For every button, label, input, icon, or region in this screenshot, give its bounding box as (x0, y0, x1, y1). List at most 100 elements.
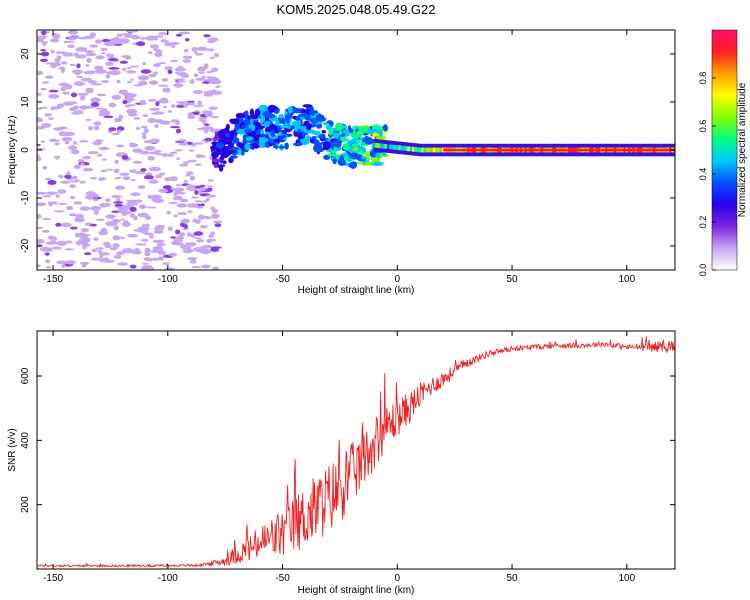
spectrogram-signal-blob (252, 143, 260, 149)
spectrogram-noise-blob (58, 66, 66, 71)
spectrogram-noise-blob (129, 206, 137, 212)
spectrogram-signal-blob (318, 133, 326, 139)
spectrogram-noise-blob (140, 125, 148, 129)
spectrogram-noise-blob (208, 81, 220, 85)
spectrogram-noise-blob (144, 247, 151, 253)
spectrogram-noise-blob (146, 206, 157, 209)
spectrogram-noise-blob (94, 69, 107, 74)
colorbar-label: Normalized spectral amplitude (737, 82, 748, 217)
spectrogram-signal-blob (235, 112, 246, 118)
spectrogram-noise-blob (187, 203, 199, 208)
spectrogram-signal-blob (221, 146, 231, 154)
spectrogram-noise-blob (107, 57, 118, 62)
spectrogram-noise-blob (196, 239, 205, 243)
spectrogram-noise-blob (98, 146, 110, 151)
spectrogram-noise-blob (167, 69, 173, 75)
spectrogram-noise-blob (90, 97, 101, 103)
spectrogram-noise-blob (129, 264, 137, 269)
spectrogram-noise-blob (201, 66, 206, 72)
spectrogram-noise-blob (197, 71, 205, 74)
colorbar-tick-label: 0.2 (698, 216, 708, 229)
spectrogram-noise-blob (158, 188, 169, 193)
spectrogram-noise-blob (196, 68, 203, 72)
spectrogram-noise-blob (99, 252, 110, 256)
spectrogram-noise-blob (65, 260, 77, 265)
spectrogram-noise-blob (77, 92, 89, 96)
spectrogram-noise-blob (85, 191, 96, 197)
spectrogram-noise-blob (57, 126, 68, 130)
spectrogram-noise-blob (40, 123, 52, 128)
spectrogram-noise-blob (142, 62, 147, 65)
spectrogram-noise-blob (108, 127, 117, 132)
spectrogram-signal-blob (268, 114, 276, 119)
spectrogram-noise-blob (70, 149, 80, 155)
spectrogram-noise-blob (129, 142, 135, 146)
spectrogram-ridge-core (407, 146, 411, 152)
spectrogram-noise-blob (185, 174, 191, 177)
spectrogram-signal-blob (299, 119, 303, 127)
spectrogram-signal-blob (236, 141, 243, 148)
spectrogram-noise-blob (115, 198, 121, 203)
spectrogram-signal-blob (337, 158, 347, 166)
spectrogram-noise-blob (90, 102, 100, 108)
spectrogram-noise-blob (44, 113, 52, 117)
colorbar-tick-label: 0.0 (698, 264, 708, 277)
snr-xtick-label: -150 (43, 573, 63, 584)
spectrogram-signal-blob (333, 132, 340, 139)
spectrogram-signal-blob (352, 147, 359, 151)
spectrogram-noise-blob (85, 118, 92, 122)
spectrogram-noise-blob (108, 102, 117, 108)
spectrogram-noise-blob (210, 231, 216, 236)
spectrogram-noise-blob (69, 184, 76, 189)
spectrogram-noise-blob (89, 177, 98, 180)
spectrogram-noise-blob (155, 174, 163, 179)
spectrogram-noise-blob (153, 230, 164, 234)
spectrogram-signal-blob (215, 142, 225, 149)
spectrogram-noise-blob (86, 70, 97, 73)
spectrogram-noise-blob (52, 33, 61, 40)
spectrogram-noise-blob (103, 41, 115, 47)
spectrogram-noise-blob (44, 252, 50, 256)
snr-ytick-label: 600 (20, 367, 31, 384)
spectrogram-noise-blob (41, 217, 51, 221)
spectrogram-signal-blob (217, 130, 225, 138)
spectrogram-noise-blob (206, 48, 215, 52)
spectrogram-noise-blob (55, 51, 67, 54)
spectrogram-signal-blob (325, 125, 332, 130)
spectrogram-noise-blob (118, 114, 124, 120)
spectrogram-noise-blob (140, 238, 149, 242)
spectrogram-noise-blob (180, 198, 189, 203)
spectrogram-signal-blob (306, 123, 312, 131)
spectrogram-noise-blob (41, 30, 47, 36)
spectrogram-signal-blob (371, 162, 379, 166)
spectrogram-noise-blob (198, 187, 207, 191)
spectrogram-signal-blob (308, 110, 319, 115)
spectrogram-signal-blob (325, 123, 330, 127)
spectrogram-noise-blob (147, 118, 157, 123)
spectrogram-noise-blob (88, 80, 98, 84)
spectrogram-noise-blob (75, 54, 87, 59)
spectrogram-noise-blob (113, 43, 123, 46)
spectrogram-noise-blob (119, 172, 130, 176)
spectrogram-noise-blob (120, 218, 125, 221)
spectrogram-noise-blob (136, 41, 146, 47)
spectrogram-noise-blob (96, 93, 107, 97)
colorbar-tick-label: 0.6 (698, 120, 708, 133)
spectrogram-noise-blob (114, 176, 122, 180)
spectrogram-noise-blob (80, 228, 89, 233)
spectrogram-signal-blob (222, 160, 227, 165)
spectrogram-noise-blob (192, 90, 203, 94)
spectrogram-signal-blob (342, 129, 348, 134)
spectrogram-noise-blob (162, 262, 171, 266)
spectrogram-noise-blob (70, 111, 83, 115)
spectrogram-noise-blob (80, 77, 93, 82)
spectrogram-noise-blob (115, 251, 125, 256)
spectrogram-noise-blob (51, 106, 61, 110)
spectrogram-noise-blob (69, 107, 77, 111)
spectrogram-signal-blob (358, 129, 363, 137)
spectrogram-signal-blob (334, 122, 344, 131)
spectrogram-noise-blob (133, 229, 144, 232)
spectrogram-noise-blob (100, 80, 110, 83)
spectrogram-noise-blob (192, 218, 197, 223)
spectrogram-noise-blob (140, 69, 152, 74)
